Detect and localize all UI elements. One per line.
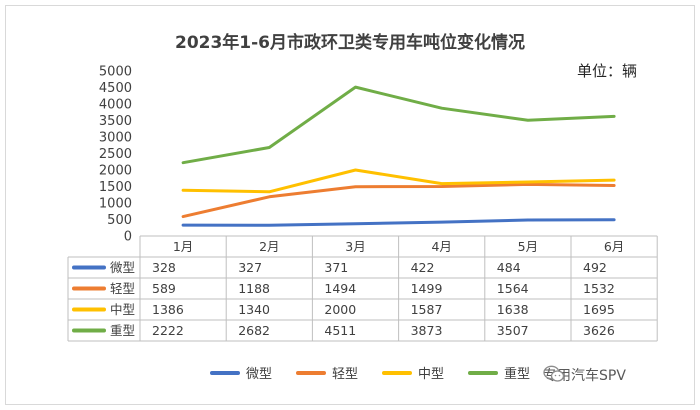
table-cell-value: 1499 — [411, 281, 443, 296]
x-category-label: 4月 — [431, 239, 451, 254]
legend-label: 重型 — [504, 367, 531, 382]
legend-item: 重型 — [468, 363, 530, 382]
series-line-3 — [181, 85, 616, 165]
legend-item: 轻型 — [296, 363, 358, 382]
series-line-1 — [181, 182, 616, 219]
table-series-name: 轻型 — [110, 281, 135, 296]
table-cell-value: 3507 — [497, 323, 529, 338]
y-tick-label: 4500 — [99, 81, 132, 96]
table-cell-value: 3626 — [583, 323, 615, 338]
table-cell-value: 328 — [152, 260, 176, 275]
unit-label: 单位：辆 — [577, 62, 638, 80]
y-tick-label: 1000 — [99, 197, 132, 212]
series-line-0 — [181, 218, 616, 227]
legend-swatch — [382, 370, 413, 375]
x-category-label: 5月 — [518, 239, 538, 254]
y-tick-label: 3000 — [99, 131, 132, 146]
y-tick-label: 4000 — [99, 98, 132, 113]
table-cell-value: 422 — [411, 260, 435, 275]
watermark: 专用汽车SPV — [543, 365, 626, 385]
wechat-icon — [543, 365, 565, 382]
y-tick-label: 3500 — [99, 114, 132, 129]
legend-label: 中型 — [418, 367, 445, 382]
table-cell-value: 2222 — [152, 323, 184, 338]
chart-title: 2023年1-6月市政环卫类专用车吨位变化情况 — [174, 33, 526, 53]
legend-item: 微型 — [210, 363, 272, 382]
table-cell-value: 2000 — [324, 302, 356, 317]
x-category-label: 3月 — [345, 239, 365, 254]
legend: 微型 轻型 中型 重型 — [210, 363, 530, 382]
table-cell-value: 4511 — [324, 323, 356, 338]
y-tick-label: 2500 — [99, 147, 132, 162]
y-tick-label: 2000 — [99, 164, 132, 179]
y-tick-label: 5000 — [99, 65, 132, 80]
table-cell-value: 1638 — [497, 302, 529, 317]
legend-item: 中型 — [382, 363, 444, 382]
table-cell-value: 3873 — [411, 323, 443, 338]
table-cell-value: 589 — [152, 281, 176, 296]
table-cell-value: 1386 — [152, 302, 184, 317]
y-tick-label: 500 — [107, 213, 132, 228]
table-cell-value: 2682 — [238, 323, 270, 338]
y-tick-label: 1500 — [99, 180, 132, 195]
table-cell-value: 1494 — [324, 281, 356, 296]
table-cell-value: 1188 — [238, 281, 270, 296]
table-cell-value: 1695 — [583, 302, 615, 317]
table-cell-value: 1340 — [238, 302, 270, 317]
y-tick-label: 0 — [124, 230, 132, 245]
table-series-name: 重型 — [110, 323, 135, 338]
series-line-2 — [181, 168, 616, 194]
x-category-label: 2月 — [259, 239, 279, 254]
legend-swatch — [468, 370, 499, 375]
legend-label: 轻型 — [332, 367, 359, 382]
x-category-label: 1月 — [173, 239, 193, 254]
legend-swatch — [296, 370, 327, 375]
table-cell-value: 492 — [583, 260, 607, 275]
chart-frame — [5, 5, 695, 405]
table-cell-value: 327 — [238, 260, 262, 275]
table-series-name: 微型 — [110, 260, 135, 275]
x-category-label: 6月 — [604, 239, 624, 254]
table-cell-value: 371 — [324, 260, 348, 275]
watermark-text: 专用汽车SPV — [543, 368, 626, 384]
table-cell-value: 1564 — [497, 281, 529, 296]
table-cell-value: 484 — [497, 260, 521, 275]
legend-swatch — [210, 370, 240, 375]
table-cell-value: 1587 — [411, 302, 443, 317]
legend-label: 微型 — [246, 367, 273, 382]
table-cell-value: 1532 — [583, 281, 615, 296]
table-series-name: 中型 — [110, 302, 135, 317]
